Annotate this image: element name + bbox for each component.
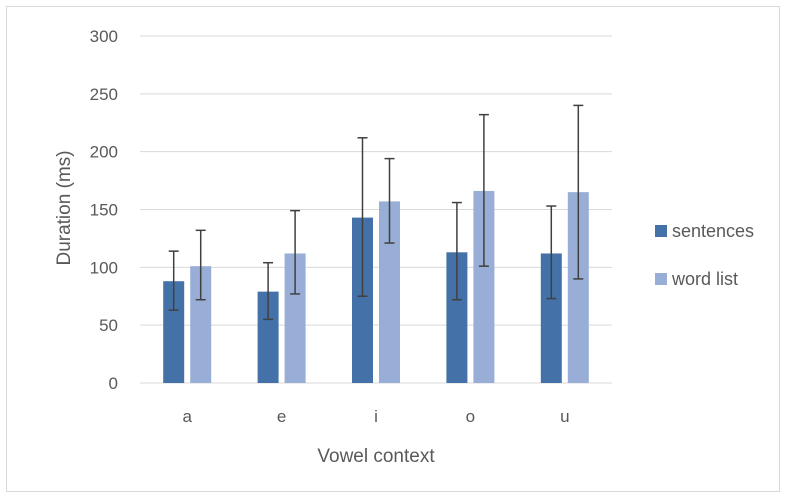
legend-swatch-word-list bbox=[655, 273, 667, 285]
legend: sentences word list bbox=[655, 221, 754, 289]
error-bar-word-list-a bbox=[195, 229, 206, 301]
gridlines bbox=[140, 35, 612, 384]
bar-word-list-u bbox=[567, 192, 589, 383]
y-tick-label: 300 bbox=[90, 27, 118, 46]
x-tick-label: a bbox=[182, 407, 192, 426]
bar-sentences-o bbox=[446, 252, 468, 383]
error-bar-sentences-i bbox=[357, 137, 368, 297]
y-tick-label: 250 bbox=[90, 85, 118, 104]
bar-word-list-e bbox=[284, 253, 306, 383]
error-bar-sentences-e bbox=[263, 261, 274, 321]
error-bar-sentences-u bbox=[546, 205, 557, 300]
x-tick-label: u bbox=[560, 407, 569, 426]
bar-sentences-a bbox=[163, 281, 185, 383]
error-bar-word-list-e bbox=[290, 209, 301, 295]
y-tick-label: 0 bbox=[109, 374, 118, 393]
legend-label-word-list: word list bbox=[671, 269, 738, 289]
x-tick-label: o bbox=[466, 407, 475, 426]
legend-label-sentences: sentences bbox=[672, 221, 754, 241]
legend-swatch-sentences bbox=[655, 225, 667, 237]
x-tick-label: e bbox=[277, 407, 286, 426]
x-tick-label: i bbox=[374, 407, 378, 426]
y-tick-label: 50 bbox=[99, 316, 118, 335]
y-tick-labels: 0 50 100 150 200 250 300 bbox=[90, 27, 118, 393]
bar-word-list-a bbox=[190, 266, 212, 383]
bars bbox=[163, 190, 589, 383]
error-bar-word-list-o bbox=[478, 113, 489, 267]
bar-word-list-o bbox=[473, 190, 495, 383]
error-bars bbox=[168, 104, 584, 321]
error-bar-word-list-i bbox=[384, 157, 395, 244]
error-bar-sentences-o bbox=[451, 201, 462, 301]
error-bar-sentences-a bbox=[168, 250, 179, 311]
y-tick-label: 100 bbox=[90, 258, 118, 277]
y-tick-label: 200 bbox=[90, 143, 118, 162]
y-tick-label: 150 bbox=[90, 201, 118, 220]
bar-word-list-i bbox=[379, 201, 400, 383]
y-axis-label: Duration (ms) bbox=[54, 150, 75, 265]
error-bar-word-list-u bbox=[573, 104, 584, 280]
x-axis-label: Vowel context bbox=[317, 446, 435, 467]
bar-sentences-u bbox=[540, 253, 562, 383]
bar-sentences-i bbox=[352, 217, 373, 383]
bar-sentences-e bbox=[257, 291, 279, 383]
